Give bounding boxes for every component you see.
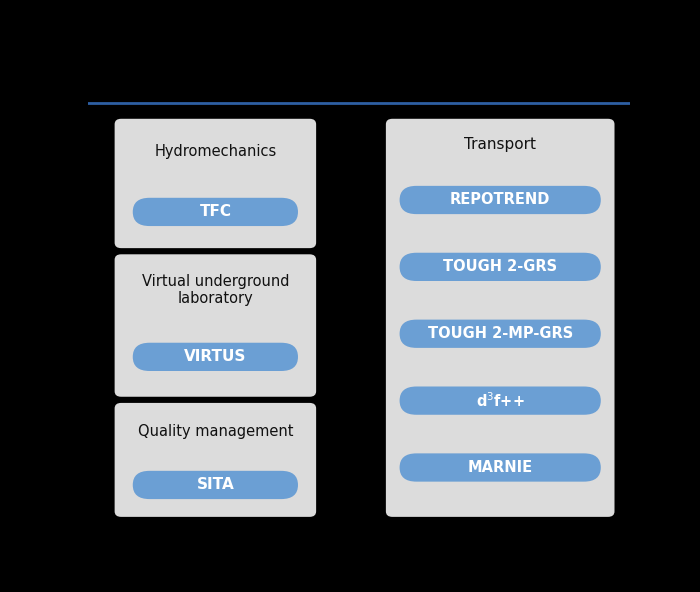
- Text: TOUGH 2-MP-GRS: TOUGH 2-MP-GRS: [428, 326, 573, 341]
- FancyBboxPatch shape: [133, 343, 298, 371]
- Text: VIRTUS: VIRTUS: [184, 349, 246, 364]
- Text: MARNIE: MARNIE: [468, 460, 533, 475]
- Text: Transport: Transport: [464, 137, 536, 152]
- FancyBboxPatch shape: [115, 119, 316, 248]
- FancyBboxPatch shape: [400, 186, 601, 214]
- FancyBboxPatch shape: [386, 119, 615, 517]
- Text: TFC: TFC: [199, 204, 232, 220]
- Text: Virtual underground
laboratory: Virtual underground laboratory: [141, 274, 289, 306]
- FancyBboxPatch shape: [133, 198, 298, 226]
- FancyBboxPatch shape: [115, 403, 316, 517]
- FancyBboxPatch shape: [400, 453, 601, 482]
- FancyBboxPatch shape: [400, 253, 601, 281]
- Text: d$^3$f++: d$^3$f++: [476, 391, 524, 410]
- Text: Quality management: Quality management: [138, 424, 293, 439]
- FancyBboxPatch shape: [400, 320, 601, 348]
- FancyBboxPatch shape: [400, 387, 601, 415]
- Text: REPOTREND: REPOTREND: [450, 192, 550, 207]
- Text: TOUGH 2-GRS: TOUGH 2-GRS: [443, 259, 557, 274]
- FancyBboxPatch shape: [133, 471, 298, 499]
- Text: SITA: SITA: [197, 478, 234, 493]
- FancyBboxPatch shape: [115, 255, 316, 397]
- Text: Hydromechanics: Hydromechanics: [154, 144, 276, 159]
